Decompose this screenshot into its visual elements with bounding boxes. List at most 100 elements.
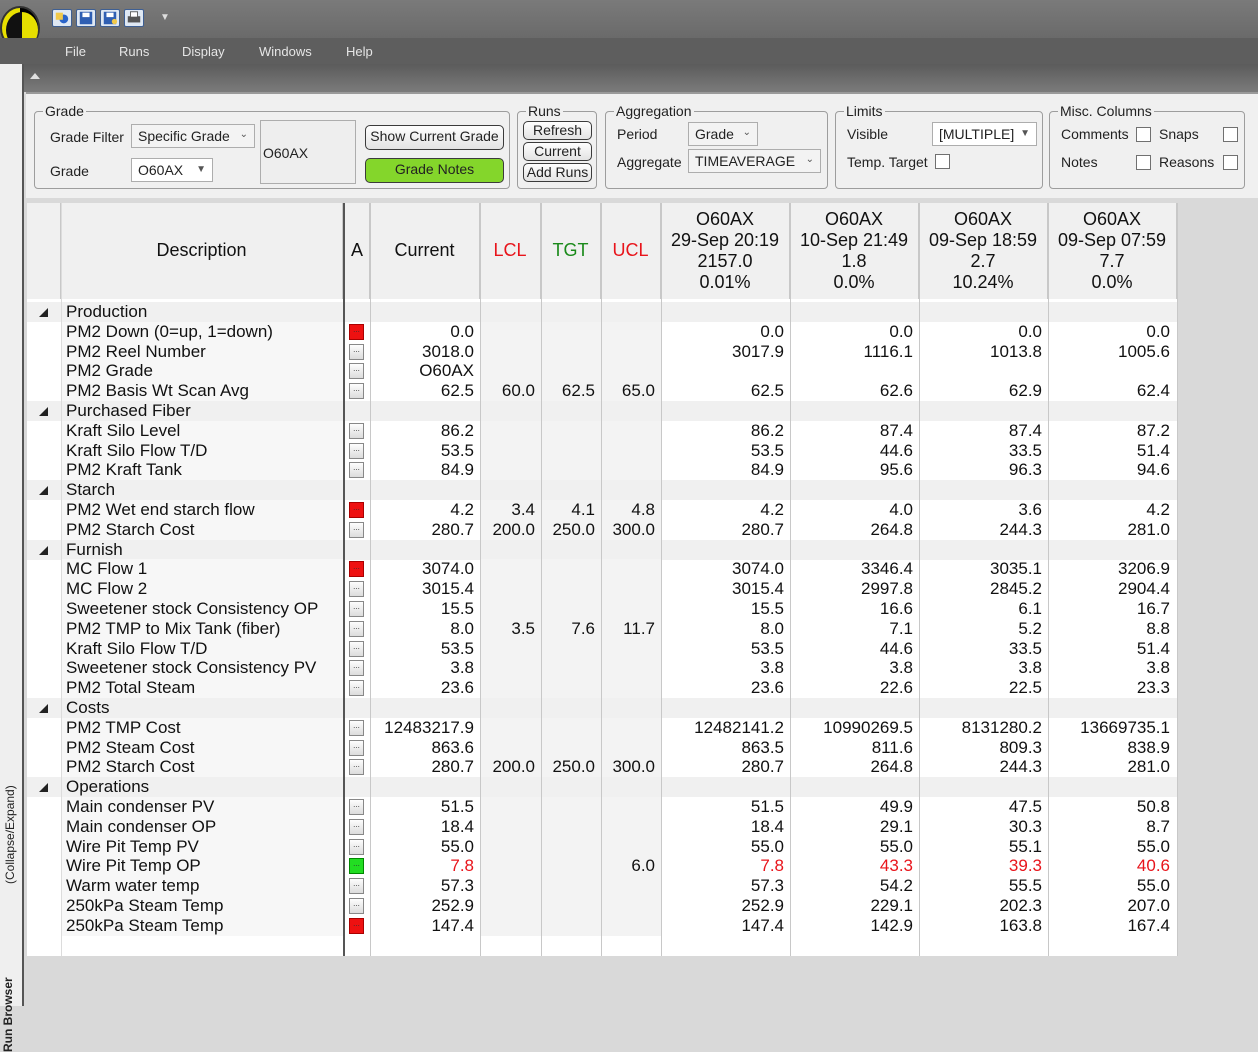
column-header-run-2[interactable]: O60AX 10-Sep 21:49 1.8 0.0%: [790, 203, 919, 299]
table-row[interactable]: Kraft Silo Level... 86.2 86.2 87.4 87.4 87.2: [27, 420, 1177, 441]
row-action-button[interactable]: ...: [349, 462, 364, 479]
row-action-button[interactable]: ...: [349, 858, 364, 875]
table-row[interactable]: PM2 Total Steam... 23.6 23.6 22.6 22.5 23.3: [27, 678, 1177, 699]
visible-combo[interactable]: [MULTIPLE] ▼: [932, 122, 1037, 146]
temp-target-checkbox[interactable]: [935, 154, 950, 169]
column-header-ucl[interactable]: UCL: [601, 203, 661, 299]
run-browser-label[interactable]: Run Browser: [1, 977, 15, 1052]
collapse-expand-label[interactable]: (Collapse/Expand): [3, 785, 17, 884]
row-action-button[interactable]: ...: [349, 878, 364, 895]
grade-filter-combo[interactable]: Specific Grade ⌄: [131, 124, 255, 148]
collapse-triangle-icon[interactable]: [39, 783, 48, 793]
comments-checkbox[interactable]: [1136, 127, 1151, 142]
table-row[interactable]: PM2 Starch Cost... 280.7 200.0 250.0 300.0 28…: [27, 757, 1177, 778]
column-divider[interactable]: [661, 203, 662, 956]
table-row[interactable]: Warm water temp... 57.3 57.3 54.2 55.5 55.0: [27, 876, 1177, 897]
column-header-run-4[interactable]: O60AX 09-Sep 07:59 7.7 0.0%: [1048, 203, 1177, 299]
collapse-triangle-icon[interactable]: [39, 308, 48, 317]
show-current-grade-button[interactable]: Show Current Grade: [365, 125, 504, 150]
column-header-run-1[interactable]: O60AX 29-Sep 20:19 2157.0 0.01%: [661, 203, 790, 299]
row-action-button[interactable]: ...: [349, 561, 364, 578]
row-action-button[interactable]: ...: [349, 363, 364, 380]
table-row[interactable]: PM2 Starch Cost... 280.7 200.0 250.0 300.0 28…: [27, 519, 1177, 540]
save-icon[interactable]: [76, 9, 96, 27]
row-action-button[interactable]: ...: [349, 422, 364, 439]
grade-notes-button[interactable]: Grade Notes: [365, 158, 504, 183]
collapse-arrow-icon[interactable]: [30, 73, 40, 79]
table-row[interactable]: 250kPa Steam Temp... 147.4 147.4 142.9 163.8…: [27, 915, 1177, 936]
category-row[interactable]: Operations: [27, 777, 1177, 798]
table-row[interactable]: PM2 Reel Number... 3018.0 3017.9 1116.1 1013…: [27, 341, 1177, 362]
menu-file[interactable]: File: [65, 44, 86, 59]
table-row[interactable]: Sweetener stock Consistency OP... 15.5 15.…: [27, 599, 1177, 619]
table-row[interactable]: PM2 TMP to Mix Tank (fiber)... 8.0 3.5 7.6 1…: [27, 618, 1177, 639]
print-icon[interactable]: [124, 9, 144, 27]
table-row[interactable]: Wire Pit Temp PV... 55.0 55.0 55.0 55.1 55.0: [27, 836, 1177, 857]
category-row[interactable]: Production: [27, 302, 1177, 322]
column-divider[interactable]: [480, 203, 481, 956]
row-action-button[interactable]: ...: [349, 898, 364, 914]
table-row[interactable]: PM2 Basis Wt Scan Avg... 62.5 60.0 62.5 65.0…: [27, 381, 1177, 402]
snaps-checkbox[interactable]: [1223, 127, 1238, 142]
row-action-button[interactable]: ...: [349, 581, 364, 598]
notes-checkbox[interactable]: [1136, 155, 1151, 170]
table-row[interactable]: Sweetener stock Consistency PV... 3.8 3.8 3…: [27, 658, 1177, 679]
category-row[interactable]: Furnish: [27, 539, 1177, 560]
quick-access-dropdown-icon[interactable]: ▼: [160, 12, 170, 23]
column-divider[interactable]: [919, 203, 920, 956]
table-row[interactable]: Wire Pit Temp OP... 7.8 6.0 7.8 43.3 39.3 40.6: [27, 856, 1177, 877]
save-as-icon[interactable]: [100, 9, 120, 27]
collapse-triangle-icon[interactable]: [39, 486, 48, 496]
menu-help[interactable]: Help: [346, 44, 373, 59]
table-row[interactable]: PM2 Kraft Tank... 84.9 84.9 95.6 96.3 94.6: [27, 460, 1177, 481]
menu-runs[interactable]: Runs: [119, 44, 150, 59]
grade-combo[interactable]: O60AX ▼: [131, 158, 213, 182]
column-header-current[interactable]: Current: [370, 203, 480, 299]
column-divider[interactable]: [541, 203, 542, 956]
column-header-tgt[interactable]: TGT: [541, 203, 601, 299]
table-row[interactable]: 250kPa Steam Temp... 252.9 252.9 229.1 202.3…: [27, 896, 1177, 916]
column-divider[interactable]: [370, 203, 371, 956]
run-browser-strip[interactable]: (Collapse/Expand) Run Browser: [0, 64, 24, 1052]
table-row[interactable]: Kraft Silo Flow T/D... 53.5 53.5 44.6 33.5 51…: [27, 638, 1177, 659]
column-header-description[interactable]: Description: [61, 203, 343, 299]
column-divider[interactable]: [790, 203, 791, 956]
column-divider[interactable]: [1048, 203, 1049, 956]
row-action-button[interactable]: ...: [349, 818, 364, 835]
aggregate-combo[interactable]: TIMEAVERAGE ⌄: [688, 149, 821, 173]
refresh-button[interactable]: Refresh: [523, 121, 592, 140]
open-icon[interactable]: [52, 9, 72, 27]
row-action-button[interactable]: ...: [349, 343, 364, 360]
row-action-button[interactable]: ...: [349, 759, 364, 776]
column-header-a[interactable]: A: [343, 203, 370, 299]
table-row[interactable]: Main condenser PV... 51.5 51.5 49.9 47.5 50.8: [27, 797, 1177, 817]
reasons-checkbox[interactable]: [1223, 155, 1238, 170]
table-row[interactable]: MC Flow 2... 3015.4 3015.4 2997.8 2845.2 2904…: [27, 579, 1177, 600]
table-row[interactable]: PM2 Steam Cost... 863.6 863.5 811.6 809.3 838…: [27, 737, 1177, 758]
category-row[interactable]: Costs: [27, 698, 1177, 718]
table-row[interactable]: PM2 Down (0=up, 1=down)... 0.0 0.0 0.0 0.0 0.…: [27, 321, 1177, 342]
table-row[interactable]: MC Flow 1... 3074.0 3074.0 3346.4 3035.1 3206…: [27, 559, 1177, 580]
collapse-triangle-icon[interactable]: [39, 704, 48, 713]
table-row[interactable]: Kraft Silo Flow T/D... 53.5 53.5 44.6 33.5 51…: [27, 440, 1177, 461]
menu-windows[interactable]: Windows: [259, 44, 312, 59]
column-divider[interactable]: [1177, 203, 1178, 956]
row-action-button[interactable]: ...: [349, 620, 364, 637]
column-header-lcl[interactable]: LCL: [480, 203, 541, 299]
ribbon-collapse-bar[interactable]: [24, 64, 1258, 92]
add-runs-button[interactable]: Add Runs: [523, 163, 592, 182]
collapse-triangle-icon[interactable]: [39, 407, 48, 416]
row-action-button[interactable]: ...: [349, 502, 364, 518]
row-action-button[interactable]: ...: [349, 640, 364, 657]
period-combo[interactable]: Grade ⌄: [688, 122, 758, 146]
row-action-button[interactable]: ...: [349, 601, 364, 617]
table-row[interactable]: PM2 Wet end starch flow... 4.2 3.4 4.1 4.8 4.…: [27, 500, 1177, 520]
current-button[interactable]: Current: [523, 142, 592, 161]
column-divider[interactable]: [601, 203, 602, 956]
row-action-button[interactable]: ...: [349, 442, 364, 459]
column-header-run-3[interactable]: O60AX 09-Sep 18:59 2.7 10.24%: [919, 203, 1048, 299]
row-action-button[interactable]: ...: [349, 521, 364, 538]
row-action-button[interactable]: ...: [349, 660, 364, 677]
row-action-button[interactable]: ...: [349, 383, 364, 400]
row-action-button[interactable]: ...: [349, 323, 364, 340]
